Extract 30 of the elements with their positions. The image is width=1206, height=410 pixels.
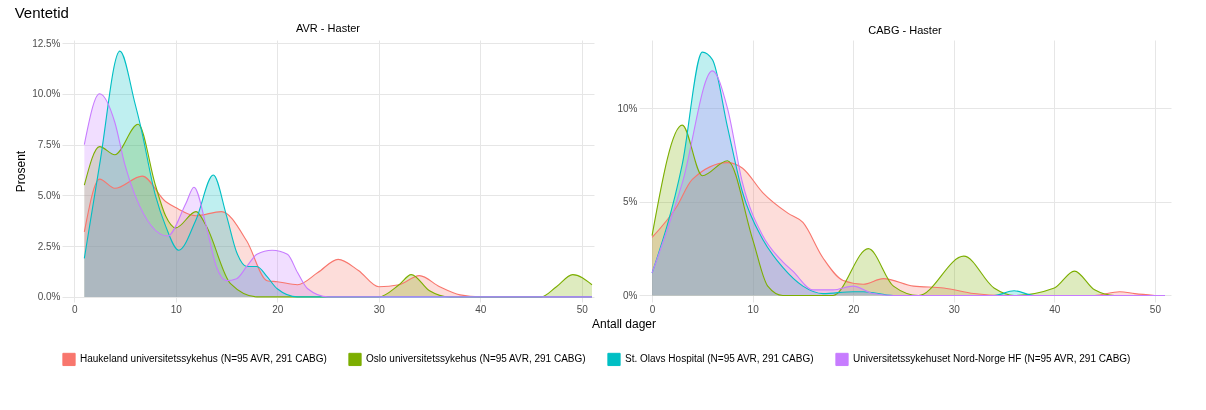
y-tick-label: 5.0%	[37, 189, 61, 201]
chart-title: Ventetid	[14, 4, 69, 22]
legend-label: St. Olavs Hospital (N=95 AVR, 291 CABG)	[625, 353, 814, 365]
y-tick-label: 10%	[617, 102, 638, 114]
y-tick-label: 0%	[623, 289, 638, 301]
y-tick-label: 12.5%	[32, 37, 61, 49]
y-tick-label: 7.5%	[37, 139, 61, 151]
legend-label: Oslo universitetssykehus (N=95 AVR, 291 CABG)	[366, 353, 586, 365]
x-axis-title: Antall dager	[591, 317, 657, 331]
chart-title: CABG - Haster	[868, 24, 942, 36]
x-tick-label: 0	[649, 303, 656, 315]
x-tick-label: 40	[1049, 303, 1061, 315]
x-tick-label: 20	[272, 303, 284, 315]
y-tick-label: 2.5%	[37, 240, 61, 252]
chart-subtitle: AVR - Haster	[296, 22, 361, 35]
x-tick-label: 20	[848, 303, 860, 315]
x-tick-label: 50	[576, 303, 589, 315]
x-tick-label: 0	[71, 303, 78, 315]
x-tick-label: 50	[1149, 303, 1162, 315]
x-tick-label: 10	[747, 303, 760, 315]
x-tick-label: 30	[948, 303, 961, 315]
legend-label: Haukeland universitetssykehus (N=95 AVR, 291 CABG)	[80, 353, 327, 365]
x-tick-label: 10	[170, 303, 183, 315]
x-tick-label: 40	[475, 303, 487, 315]
x-tick-label: 30	[373, 303, 386, 315]
y-tick-label: 5%	[623, 196, 638, 208]
y-axis-title: Prosent	[14, 150, 29, 193]
legend-label: Universitetssykehuset Nord-Norge HF (N=95 AVR, 291 CABG)	[853, 353, 1131, 365]
y-tick-label: 10.0%	[32, 88, 61, 100]
y-tick-label: 0.0%	[37, 291, 61, 303]
